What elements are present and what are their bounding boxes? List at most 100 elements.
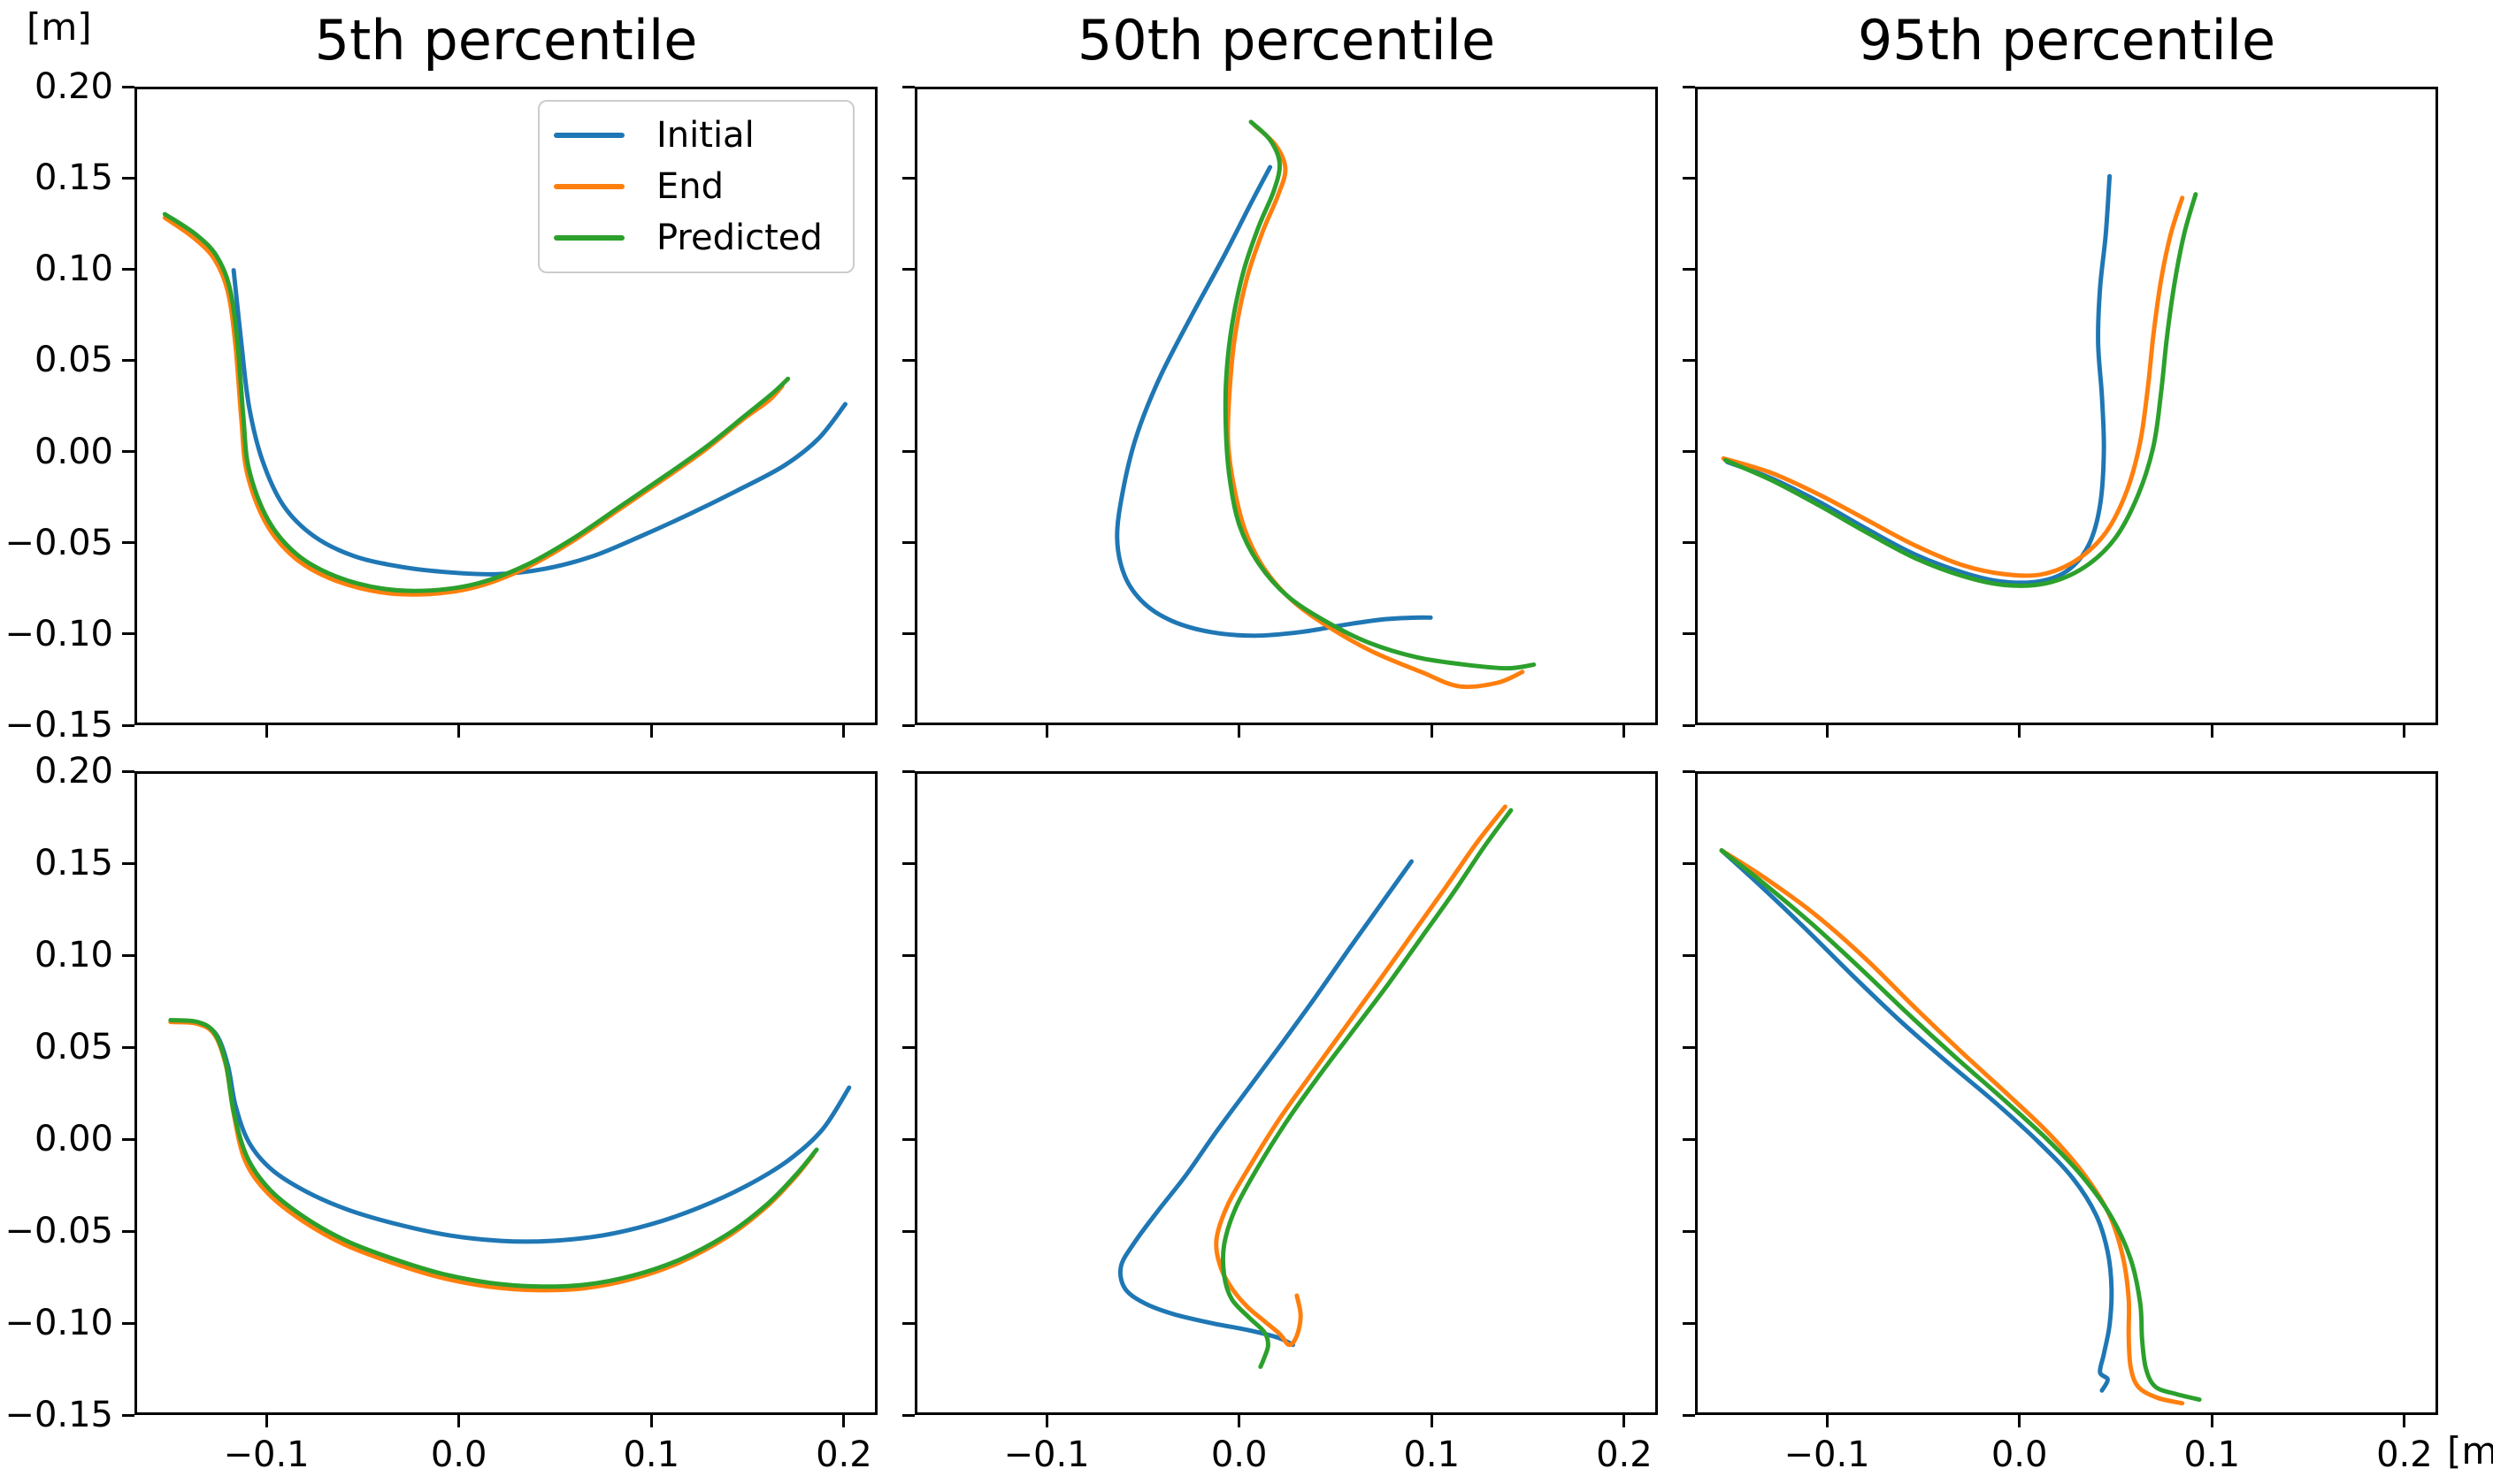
curve-predicted xyxy=(162,211,791,593)
curve-predicted xyxy=(1719,848,2202,1403)
y-tick-mark xyxy=(1683,1045,1695,1049)
curve-predicted xyxy=(1223,119,1537,671)
predicted-line-swatch xyxy=(554,235,625,241)
y-tick-label: −0.15 xyxy=(4,1395,113,1435)
curve-predicted xyxy=(1220,807,1514,1369)
curve-end xyxy=(1225,123,1525,690)
initial-line-swatch xyxy=(554,133,625,138)
y-tick-mark xyxy=(902,450,915,454)
y-tick-mark xyxy=(122,450,134,454)
y-tick-mark xyxy=(902,1229,915,1233)
x-tick-mark xyxy=(1045,1415,1048,1427)
y-tick-mark xyxy=(902,953,915,957)
plot-canvas-p95-bottom xyxy=(1719,848,2202,1406)
x-tick-mark xyxy=(2210,1415,2213,1427)
y-tick-mark xyxy=(122,769,134,773)
y-tick-mark xyxy=(122,723,134,727)
x-tick-label: 0.0 xyxy=(1210,1434,1268,1475)
x-tick-label: 0.0 xyxy=(1991,1434,2048,1475)
y-tick-mark xyxy=(1683,1229,1695,1233)
y-tick-mark xyxy=(902,861,915,865)
y-tick-label: −0.15 xyxy=(4,705,113,746)
plot-canvas-p5-bottom xyxy=(168,1018,852,1293)
y-tick-mark xyxy=(1683,450,1695,454)
y-tick-mark xyxy=(1683,176,1695,180)
subplot-title: 50th percentile xyxy=(1077,8,1496,73)
y-tick-mark xyxy=(902,723,915,727)
legend-label-initial: Initial xyxy=(656,115,755,156)
x-tick-mark xyxy=(649,1415,653,1427)
y-tick-mark xyxy=(122,953,134,957)
x-tick-mark xyxy=(842,1415,846,1427)
x-tick-label: 0.1 xyxy=(623,1434,680,1475)
x-tick-mark xyxy=(2403,725,2406,738)
end-line-swatch xyxy=(554,184,625,189)
x-tick-mark xyxy=(2018,725,2021,738)
x-tick-mark xyxy=(1045,725,1048,738)
y-tick-label: −0.05 xyxy=(4,522,113,563)
x-tick-label: 0.1 xyxy=(1403,1434,1461,1475)
y-tick-label: 0.00 xyxy=(34,1119,113,1159)
y-tick-mark xyxy=(1683,1413,1695,1417)
y-tick-mark xyxy=(1683,723,1695,727)
x-tick-label: −0.1 xyxy=(223,1434,310,1475)
subplot-p95-top xyxy=(1695,87,2438,725)
y-tick-mark xyxy=(902,1321,915,1325)
x-tick-mark xyxy=(1238,1415,1241,1427)
x-tick-mark xyxy=(265,1415,268,1427)
y-tick-label: 0.20 xyxy=(34,66,113,107)
legend-entry-end: End xyxy=(554,169,853,204)
curve-initial xyxy=(231,268,848,577)
x-tick-mark xyxy=(1430,1415,1433,1427)
y-tick-mark xyxy=(122,1229,134,1233)
y-tick-mark xyxy=(122,1137,134,1141)
y-tick-mark xyxy=(902,267,915,271)
y-tick-mark xyxy=(902,1137,915,1141)
x-tick-mark xyxy=(649,725,653,738)
x-tick-mark xyxy=(1238,725,1241,738)
y-tick-mark xyxy=(1683,632,1695,636)
curve-predicted xyxy=(1722,192,2198,588)
curve-initial xyxy=(1115,164,1433,639)
curve-end xyxy=(1214,804,1507,1348)
curve-end xyxy=(1721,195,2185,578)
y-tick-label: 0.00 xyxy=(34,431,113,472)
curve-initial xyxy=(1719,848,2114,1393)
legend-label-predicted: Predicted xyxy=(656,218,823,258)
curve-predicted xyxy=(168,1018,819,1289)
curve-end xyxy=(168,1020,816,1293)
x-tick-mark xyxy=(1825,1415,1829,1427)
curve-end xyxy=(162,215,785,597)
y-tick-mark xyxy=(122,1321,134,1325)
curve-initial xyxy=(1117,859,1415,1348)
y-tick-label: 0.05 xyxy=(34,340,113,381)
y-tick-mark xyxy=(1683,861,1695,865)
legend-entry-initial: Initial xyxy=(554,118,853,153)
subplot-p50-top xyxy=(915,87,1658,725)
plot-canvas-p50-bottom xyxy=(1117,804,1514,1369)
y-tick-mark xyxy=(122,1413,134,1417)
y-tick-mark xyxy=(902,1413,915,1417)
x-tick-label: −0.1 xyxy=(1003,1434,1090,1475)
y-tick-mark xyxy=(902,358,915,362)
plot-canvas-p95-top xyxy=(1721,173,2198,588)
y-tick-mark xyxy=(122,861,134,865)
x-tick-mark xyxy=(2403,1415,2406,1427)
subplot-p50-bottom xyxy=(915,771,1658,1415)
subplot-title: 95th percentile xyxy=(1857,8,2276,73)
x-tick-mark xyxy=(265,725,268,738)
y-tick-mark xyxy=(902,541,915,545)
y-tick-mark xyxy=(1683,541,1695,545)
y-tick-label: 0.10 xyxy=(34,249,113,290)
legend-entry-predicted: Predicted xyxy=(554,220,853,256)
y-tick-label: −0.05 xyxy=(4,1211,113,1251)
y-tick-mark xyxy=(902,1045,915,1049)
y-tick-label: 0.10 xyxy=(34,935,113,975)
x-tick-mark xyxy=(2018,1415,2021,1427)
y-tick-mark xyxy=(902,85,915,88)
y-tick-mark xyxy=(902,176,915,180)
y-tick-mark xyxy=(902,769,915,773)
y-tick-mark xyxy=(122,267,134,271)
y-tick-label: 0.15 xyxy=(34,843,113,884)
subplot-p95-bottom xyxy=(1695,771,2438,1415)
